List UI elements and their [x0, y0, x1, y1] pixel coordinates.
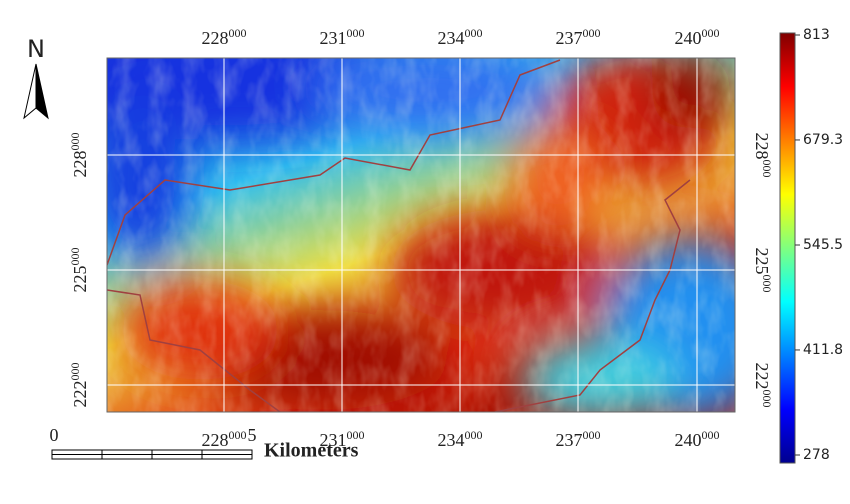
x-label-bottom: 234000: [438, 428, 483, 450]
y-label-right-minor: 000: [760, 390, 774, 408]
x-label-top: 231000: [320, 26, 365, 48]
x-label-top-minor: 000: [702, 26, 720, 40]
x-label-top: 240000: [675, 26, 720, 48]
colorbar-label: 411.8: [803, 342, 843, 358]
x-label-top-minor: 000: [465, 26, 483, 40]
x-label-top-minor: 000: [229, 26, 247, 40]
scale-unit: Kilometers: [264, 440, 359, 462]
colorbar-label: 278: [803, 447, 830, 463]
y-label-right-major: 228: [752, 133, 772, 160]
y-label-left-minor: 000: [68, 248, 82, 266]
x-label-bottom-minor: 000: [347, 428, 365, 442]
y-label-left-major: 228: [70, 151, 90, 178]
x-label-top-major: 237: [556, 28, 583, 48]
y-label-left: 225000: [68, 248, 90, 293]
y-label-right-major: 225: [752, 248, 772, 275]
colorbar-label: 813: [803, 27, 830, 43]
x-label-bottom: 231000: [320, 428, 365, 450]
y-label-right-major: 222: [752, 363, 772, 390]
x-label-bottom: 228000: [202, 428, 247, 450]
y-label-left: 228000: [68, 133, 90, 178]
x-label-bottom-minor: 000: [583, 428, 601, 442]
x-label-bottom-major: 228: [202, 430, 229, 450]
x-label-bottom-major: 240: [675, 430, 702, 450]
x-label-top: 234000: [438, 26, 483, 48]
scale-end: 5: [248, 425, 257, 445]
x-label-bottom: 237000: [556, 428, 601, 450]
grid: [107, 58, 735, 412]
x-label-top-minor: 000: [583, 26, 601, 40]
x-label-top-major: 240: [675, 28, 702, 48]
x-label-top-minor: 000: [347, 26, 365, 40]
x-label-bottom: 240000: [675, 428, 720, 450]
map-frame: [106, 57, 736, 413]
y-label-left-major: 222: [70, 381, 90, 408]
x-label-bottom-major: 237: [556, 430, 583, 450]
colorbar-label: 545.5: [803, 237, 843, 253]
x-label-bottom-minor: 000: [465, 428, 483, 442]
x-label-top-major: 228: [202, 28, 229, 48]
x-label-top: 228000: [202, 26, 247, 48]
elevation-raster: [107, 58, 735, 412]
y-label-left-minor: 000: [68, 133, 82, 151]
y-label-left: 222000: [68, 363, 90, 408]
colorbar: [779, 32, 796, 464]
y-label-left-major: 225: [70, 266, 90, 293]
x-label-top-major: 231: [320, 28, 347, 48]
x-label-top: 237000: [556, 26, 601, 48]
y-label-right-minor: 000: [760, 275, 774, 293]
scale-start: 0: [50, 425, 59, 445]
y-label-right-minor: 000: [760, 160, 774, 178]
x-label-bottom-major: 234: [438, 430, 465, 450]
scale-bar: 0 5 Kilometers: [50, 425, 359, 461]
x-label-bottom-minor: 000: [702, 428, 720, 442]
north-label: N: [27, 35, 45, 63]
y-label-right: 225000: [752, 248, 774, 293]
north-arrow: N: [23, 35, 49, 120]
y-label-right: 222000: [752, 363, 774, 408]
x-label-bottom-minor: 000: [229, 428, 247, 442]
colorbar-label: 679.3: [803, 132, 843, 148]
y-label-left-minor: 000: [68, 363, 82, 381]
y-label-right: 228000: [752, 133, 774, 178]
x-label-bottom-major: 231: [320, 430, 347, 450]
x-label-top-major: 234: [438, 28, 465, 48]
